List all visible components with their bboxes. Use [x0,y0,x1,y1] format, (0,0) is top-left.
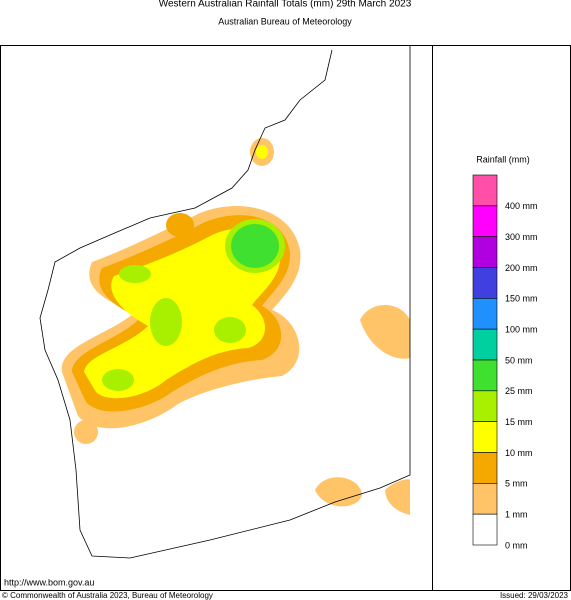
legend-label: 1 mm [505,510,528,520]
legend-swatch [472,483,498,515]
legend-label: 300 mm [505,232,538,242]
legend-label: 50 mm [505,355,533,365]
legend: 400 mm 300 mm 200 mm 150 mm 100 mm 50 mm 25 mm… [472,174,538,550]
issued: Issued: 29/03/2023 [500,591,569,600]
legend-swatch [472,267,498,299]
legend-swatch [472,298,498,330]
legend-title: Rainfall (mm) [476,154,530,164]
legend-label: 400 mm [505,201,538,211]
legend-label: 10 mm [505,448,533,458]
legend-swatch [472,174,498,207]
legend-swatch [472,359,498,392]
legend-swatch [472,236,498,268]
legend-label: 25 mm [505,386,533,396]
legend-label: 5 mm [505,479,528,489]
legend-swatch [472,421,498,453]
title: Western Australian Rainfall Totals (mm) … [159,0,412,10]
legend-swatch [472,513,498,546]
legend-label: 200 mm [505,263,538,273]
subtitle: Australian Bureau of Meteorology [218,16,352,26]
legend-swatch [472,328,498,361]
legend-label: 150 mm [505,294,538,304]
legend-frame [432,45,571,591]
rainfall-areas [61,138,410,515]
legend-swatch [472,390,498,422]
copyright: © Commonwealth of Australia 2023, Bureau… [2,591,213,600]
legend-label: 0 mm [505,540,528,550]
coastline [39,45,411,559]
legend-swatch [472,452,498,484]
footer-url: http://www.bom.gov.au [4,577,94,587]
legend-label: 15 mm [505,417,533,427]
legend-label: 100 mm [505,325,538,335]
legend-swatch [472,205,498,237]
